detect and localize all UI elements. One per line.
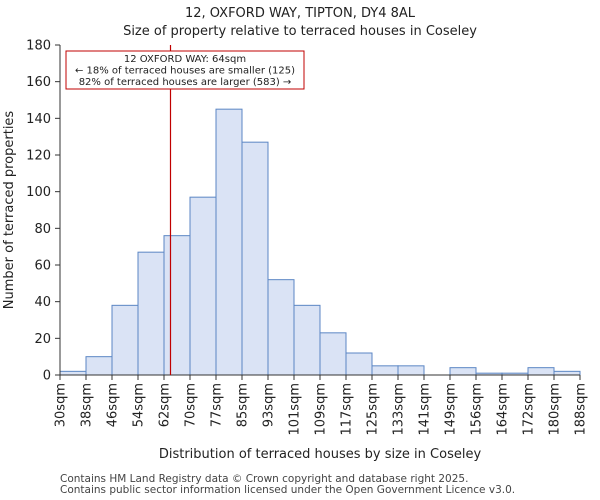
y-axis-title: Number of terraced properties: [2, 111, 17, 310]
y-tick-label: 40: [34, 295, 51, 310]
y-tick-label: 120: [26, 149, 51, 164]
histogram-bar: [553, 370, 581, 376]
x-tick-label: 164sqm: [496, 383, 511, 436]
footer-line-2: Contains public sector information licen…: [60, 484, 516, 496]
histogram-bar: [137, 251, 165, 376]
x-axis-title: Distribution of terraced houses by size …: [159, 447, 482, 462]
x-tick-label: 54sqm: [132, 383, 147, 427]
footer-line-1: Contains HM Land Registry data © Crown c…: [60, 473, 469, 485]
y-tick-label: 80: [34, 222, 51, 237]
y-tick-label: 180: [26, 39, 51, 54]
x-tick-label: 117sqm: [340, 383, 355, 436]
annotation-line-3: 82% of terraced houses are larger (583) …: [79, 77, 292, 88]
histogram-bar: [319, 332, 347, 376]
chart-subtitle: Size of property relative to terraced ho…: [123, 24, 477, 39]
y-tick-label: 60: [34, 259, 51, 274]
y-tick-label: 20: [34, 332, 51, 347]
histogram-bar: [397, 365, 425, 376]
x-tick-label: 141sqm: [418, 383, 433, 436]
x-tick-label: 46sqm: [106, 383, 121, 427]
x-tick-label: 172sqm: [522, 383, 537, 436]
histogram-bar: [293, 304, 321, 376]
histogram-bar: [371, 365, 399, 376]
y-tick-label: 160: [26, 75, 51, 90]
histogram-bar: [59, 370, 87, 376]
y-tick-label: 100: [26, 185, 51, 200]
histogram-bar: [189, 196, 217, 376]
x-tick-label: 85sqm: [236, 383, 251, 427]
histogram-bar: [527, 367, 555, 376]
x-tick-label: 180sqm: [548, 383, 563, 436]
histogram-bar: [241, 141, 269, 376]
x-tick-label: 188sqm: [574, 383, 589, 436]
annotation-box: [65, 50, 305, 90]
x-tick-label: 77sqm: [210, 383, 225, 427]
x-tick-label: 125sqm: [366, 383, 381, 436]
histogram-bar: [345, 352, 373, 376]
x-tick-label: 149sqm: [444, 383, 459, 436]
x-tick-label: 101sqm: [288, 383, 303, 436]
annotation-line-1: 12 OXFORD WAY: 64sqm: [124, 54, 246, 65]
y-tick-label: 0: [43, 369, 51, 384]
x-tick-label: 70sqm: [184, 383, 199, 427]
chart-title: 12, OXFORD WAY, TIPTON, DY4 8AL: [184, 6, 416, 21]
x-tick-label: 30sqm: [54, 383, 69, 427]
histogram-bar: [449, 367, 477, 376]
x-tick-label: 133sqm: [392, 383, 407, 436]
y-tick-label: 140: [26, 112, 51, 127]
x-tick-label: 156sqm: [470, 383, 485, 436]
histogram-bar: [163, 235, 191, 376]
x-tick-label: 38sqm: [80, 383, 95, 427]
x-tick-label: 93sqm: [262, 383, 277, 427]
histogram-bar: [215, 108, 243, 376]
x-tick-label: 109sqm: [314, 383, 329, 436]
annotation-line-2: ← 18% of terraced houses are smaller (12…: [75, 66, 295, 77]
histogram-bar: [85, 356, 113, 376]
x-tick-label: 62sqm: [158, 383, 173, 427]
histogram-bar: [267, 279, 295, 376]
histogram-bar: [111, 304, 139, 376]
